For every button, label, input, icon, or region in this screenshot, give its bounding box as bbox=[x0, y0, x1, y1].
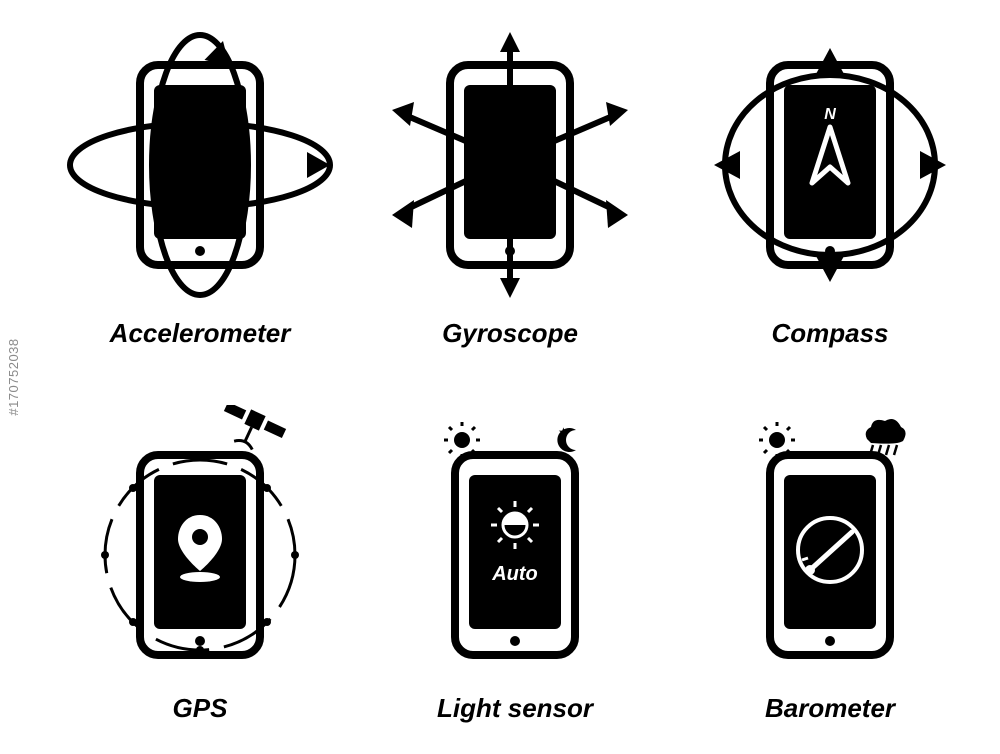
compass-n-text: N bbox=[824, 106, 836, 123]
cell-gyroscope: Gyroscope bbox=[380, 30, 640, 349]
cell-gps: GPS bbox=[65, 405, 335, 724]
cell-barometer: Barometer bbox=[705, 405, 955, 724]
gps-icon bbox=[65, 405, 335, 685]
icon-grid: Accelerometer bbox=[0, 0, 1000, 754]
svg-text:★: ★ bbox=[558, 425, 569, 439]
light-label: Light sensor bbox=[390, 693, 640, 724]
gyroscope-label: Gyroscope bbox=[380, 318, 640, 349]
satellite-icon bbox=[214, 405, 287, 459]
moon-icon: ★ bbox=[557, 425, 576, 452]
barometer-icon bbox=[705, 405, 955, 685]
compass-label: Compass bbox=[700, 318, 960, 349]
compass-icon: N bbox=[700, 30, 960, 310]
gps-label: GPS bbox=[65, 693, 335, 724]
watermark-text: #170752038 bbox=[6, 338, 21, 415]
gyroscope-icon bbox=[380, 30, 640, 310]
accelerometer-label: Accelerometer bbox=[55, 318, 345, 349]
cell-compass: N Compass bbox=[700, 30, 960, 349]
auto-text: Auto bbox=[491, 563, 538, 585]
cell-accelerometer: Accelerometer bbox=[55, 30, 345, 349]
rain-cloud-icon bbox=[866, 419, 906, 455]
light-sensor-icon: ★ Auto bbox=[390, 405, 640, 685]
cell-light: ★ Auto Light bbox=[390, 405, 640, 724]
barometer-label: Barometer bbox=[705, 693, 955, 724]
accelerometer-icon bbox=[55, 30, 345, 310]
